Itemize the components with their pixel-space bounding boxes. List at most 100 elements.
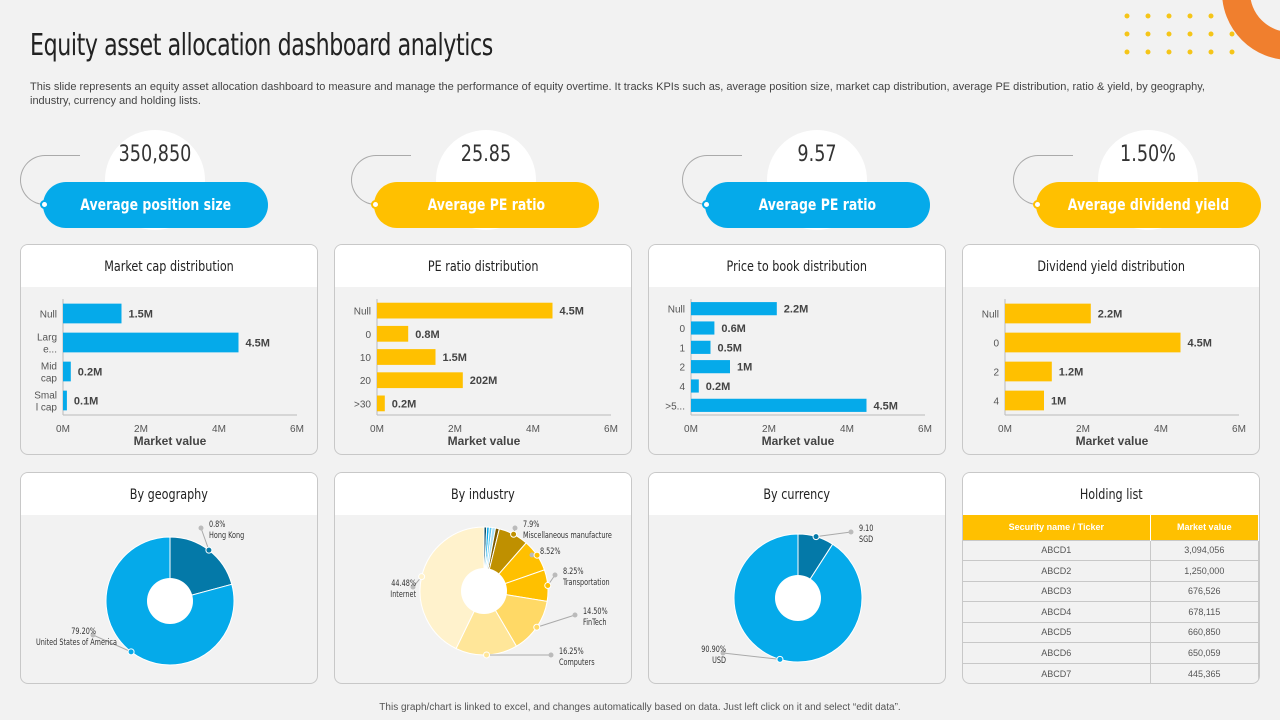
- bar-data-label: 0.1M: [74, 396, 98, 408]
- decorative-dot: [1124, 49, 1130, 55]
- bar-chart: 2.2M Null 4.5M 0 1.2M 2 1M 4 0M 2M 4M 6M Market valu…: [982, 299, 1246, 448]
- slice-marker: [533, 623, 541, 631]
- bar-data-label: 0.5M: [718, 342, 742, 354]
- decorative-dot: [1229, 31, 1235, 37]
- leader-dot: [548, 652, 554, 658]
- category-label: l cap: [36, 403, 58, 414]
- bar: [63, 390, 67, 411]
- bar-data-label: 0.2M: [78, 367, 102, 379]
- decorative-dot: [1208, 49, 1214, 55]
- table-cell: 1,250,000: [1150, 560, 1259, 581]
- kpi-label-pill: Average PE ratio: [374, 182, 599, 228]
- card-title: Price to book distribution: [649, 245, 945, 287]
- connector-dot: [40, 200, 49, 209]
- category-label: Smal: [34, 391, 57, 402]
- bar: [377, 349, 436, 365]
- donut-hole: [461, 568, 507, 614]
- category-label: >5...: [665, 401, 685, 412]
- category-label: 2: [993, 368, 999, 379]
- table-cell: ABCD3: [963, 580, 1151, 602]
- slice-label: 0.8% Hong Kong: [209, 520, 244, 542]
- bar: [691, 302, 777, 316]
- decorative-dot: [1145, 13, 1151, 19]
- x-tick-label: 6M: [604, 424, 618, 435]
- card-title-text: PE ratio distribution: [427, 259, 539, 275]
- column-header: Market value: [1150, 515, 1259, 540]
- slice-label: 8.25% Transportation: [563, 567, 610, 589]
- card-title-text: Dividend yield distribution: [1037, 259, 1185, 275]
- category-label: Null: [354, 307, 371, 318]
- leader-dot: [410, 584, 416, 590]
- table-row: ABCD4 678,115: [963, 601, 1259, 622]
- bar: [63, 303, 122, 324]
- leader-line: [92, 634, 132, 653]
- leader-line: [722, 652, 781, 660]
- kpi-label-pill: Average position size: [43, 182, 268, 228]
- x-tick-label: 4M: [212, 424, 226, 435]
- decorative-dot: [1208, 13, 1214, 19]
- slice-marker: [544, 581, 552, 589]
- card-title: PE ratio distribution: [335, 245, 631, 287]
- slice-marker: [418, 573, 426, 581]
- bar-data-label: 0.8M: [415, 329, 439, 341]
- slice-name: Computers: [559, 658, 595, 668]
- bar: [1005, 303, 1091, 324]
- bar: [691, 340, 711, 354]
- x-tick-label: 4M: [526, 424, 540, 435]
- kpi-value: 350,850: [118, 142, 192, 167]
- slice-label: 79.20% United States of America: [36, 627, 117, 649]
- bar: [377, 372, 463, 389]
- category-label: 20: [360, 376, 372, 387]
- bar-chart: 2.2M Null 0.6M 0 0.5M 1 1M 2 0.2M 4 4.5M >5... 0M 2M 4…: [665, 299, 932, 448]
- kpi-label: Average PE ratio: [427, 195, 546, 214]
- bar: [691, 321, 715, 335]
- bar: [691, 398, 867, 412]
- donut-hole: [775, 575, 821, 621]
- slice-marker: [812, 533, 820, 541]
- category-label: 0: [993, 339, 999, 350]
- x-axis-title: Market value: [134, 434, 207, 448]
- slice-percent: 8.52%: [540, 547, 561, 557]
- table-row: ABCD5 660,850: [963, 621, 1259, 643]
- decorative-ring-arc: [1222, 0, 1280, 60]
- slice-label: 90.90% USD: [666, 645, 726, 667]
- x-tick-label: 6M: [1232, 424, 1246, 435]
- bar: [691, 379, 699, 393]
- slice-percent: 44.48%: [391, 579, 416, 589]
- chart-card: Market cap distribution 1.5M Null 4.5M Larg e…: [20, 244, 318, 455]
- bar-data-label: 2.2M: [784, 304, 808, 316]
- chart-card: Price to book distribution 2.2M Null 0.6M 0 0…: [648, 244, 946, 455]
- bar-data-label: 0.6M: [721, 323, 745, 335]
- slice-percent: 90.90%: [701, 645, 726, 655]
- table-row: ABCD7 445,365: [963, 662, 1259, 683]
- x-axis-title: Market value: [762, 434, 835, 448]
- category-label: 4: [679, 382, 685, 393]
- slice-percent: 7.9%: [523, 520, 540, 530]
- card-title: Dividend yield distribution: [963, 245, 1259, 287]
- category-label: 1: [679, 343, 685, 354]
- kpi-card: 25.85 Average PE ratio: [351, 130, 611, 230]
- leader-dot: [552, 572, 558, 578]
- decorative-dot: [1229, 49, 1235, 55]
- decorative-dot: [1187, 13, 1193, 19]
- table-row: ABCD6 650,059: [963, 642, 1259, 663]
- x-tick-label: 2M: [448, 424, 462, 435]
- decorative-ring: [1222, 0, 1280, 60]
- bar: [1005, 361, 1052, 382]
- slice-percent: 79.20%: [71, 627, 96, 637]
- category-label: Null: [982, 310, 999, 321]
- decorative-dot: [1208, 31, 1214, 37]
- bar-data-label: 1.2M: [1059, 367, 1083, 379]
- table-cell: 3,094,056: [1150, 539, 1259, 561]
- bar-chart: 4.5M Null 0.8M 0 1.5M 10 202M 20 0.2M >30 0M 2M 4M 6M…: [354, 299, 618, 448]
- category-label: Null: [40, 310, 57, 321]
- card-title: By currency: [649, 473, 945, 515]
- bar: [63, 361, 71, 382]
- column-header: Security name / Ticker: [963, 515, 1151, 540]
- chart-card: By geography 0.8% Hong Kong 79.20% United St…: [20, 472, 318, 684]
- bar: [1005, 390, 1044, 411]
- chart-card: By currency 9.10 SGD 90.90% USD: [648, 472, 946, 684]
- slice-label: 9.10 SGD: [859, 524, 873, 546]
- kpi-card: 350,850 Average position size: [20, 130, 280, 230]
- slice-marker: [510, 530, 518, 538]
